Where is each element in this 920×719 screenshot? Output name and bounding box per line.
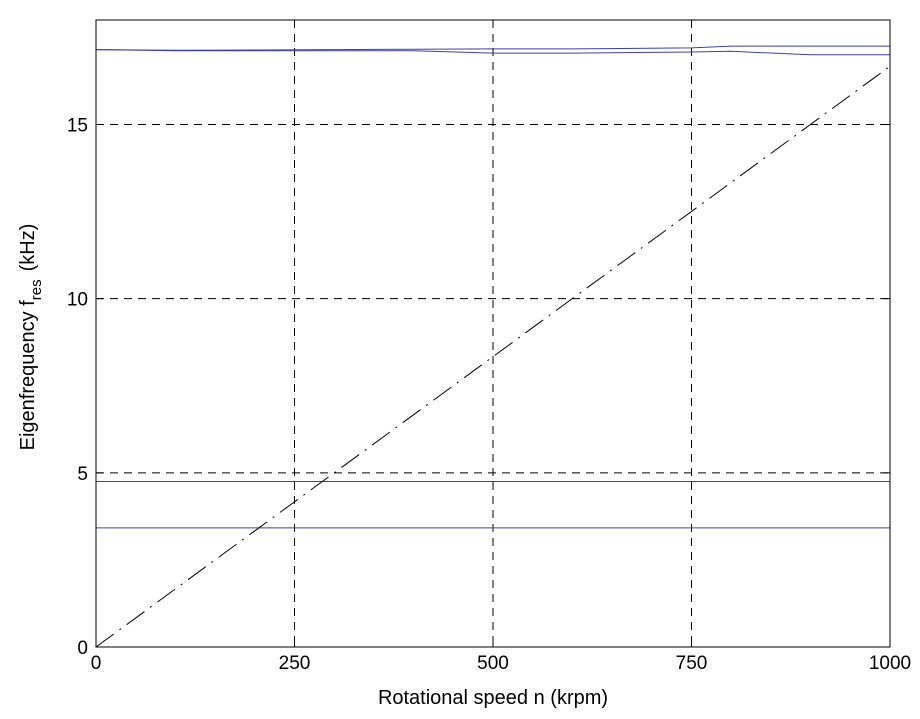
x-tick-label: 750 — [676, 653, 708, 674]
x-tick-label: 1000 — [869, 653, 911, 674]
y-tick-label: 15 — [67, 116, 88, 137]
y-axis-label-subscript: res — [28, 279, 45, 300]
y-axis-label-unit: (kHz) — [17, 224, 39, 272]
series-lines — [95, 45, 891, 648]
x-axis-label: Rotational speed n (krpm) — [378, 687, 608, 709]
y-tick-label: 0 — [77, 638, 88, 659]
series-line-5 — [95, 65, 891, 648]
x-tick-label: 500 — [477, 653, 509, 674]
series-line-1 — [95, 49, 890, 56]
series-line-2 — [95, 45, 890, 51]
axis-ticks: 0 250 500 750 1000 0 5 10 15 — [67, 20, 911, 674]
y-tick-label: 10 — [67, 290, 88, 311]
y-axis-label-main: Eigenfrequency f — [17, 300, 39, 451]
x-tick-label: 0 — [91, 653, 102, 674]
grid-lines — [96, 20, 890, 647]
y-axis-label: Eigenfrequency fres (kHz) — [17, 224, 45, 451]
x-tick-label: 250 — [279, 653, 311, 674]
y-tick-label: 5 — [77, 464, 88, 485]
